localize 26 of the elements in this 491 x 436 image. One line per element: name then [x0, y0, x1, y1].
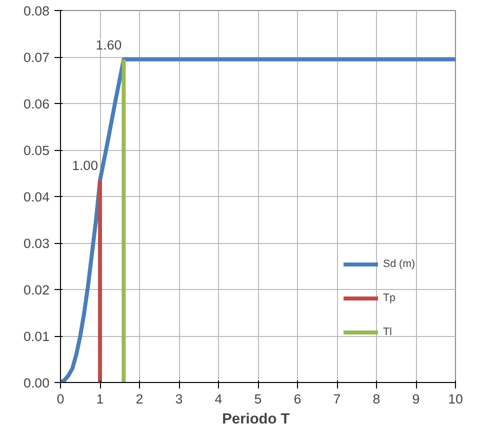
y-tick-label: 0.08 [24, 4, 50, 18]
x-tick-label: 3 [175, 392, 183, 406]
x-tick-label: 4 [214, 392, 223, 406]
x-tick-label: 8 [372, 392, 380, 406]
y-tick-label: 0.05 [24, 143, 50, 158]
x-tick-label: 5 [254, 392, 262, 406]
x-tick-label: 1 [96, 392, 104, 406]
annotation: 1.60 [96, 37, 122, 52]
annotation: 1.00 [72, 158, 98, 174]
y-tick-label: 0.04 [24, 190, 50, 204]
y-tick-label: 0.03 [24, 236, 50, 251]
legend-label: Sd (m) [383, 258, 415, 270]
x-tick-label: 7 [333, 392, 341, 406]
y-tick-label: 0.00 [24, 376, 50, 390]
legend-label: Tp [383, 292, 396, 304]
y-tick-label: 0.02 [24, 282, 50, 298]
y-tick-label: 0.01 [24, 329, 50, 344]
x-tick-label: 9 [412, 392, 420, 406]
x-tick-label: 2 [136, 392, 144, 406]
x-axis-title: Periodo T [222, 412, 290, 428]
y-tick-label: 0.07 [24, 50, 50, 65]
x-tick-label: 0 [56, 392, 64, 406]
x-tick-label: 10 [448, 392, 463, 406]
y-tick-label: 0.06 [24, 96, 50, 112]
legend-label: Tl [383, 326, 393, 338]
x-tick-label: 6 [294, 392, 302, 406]
